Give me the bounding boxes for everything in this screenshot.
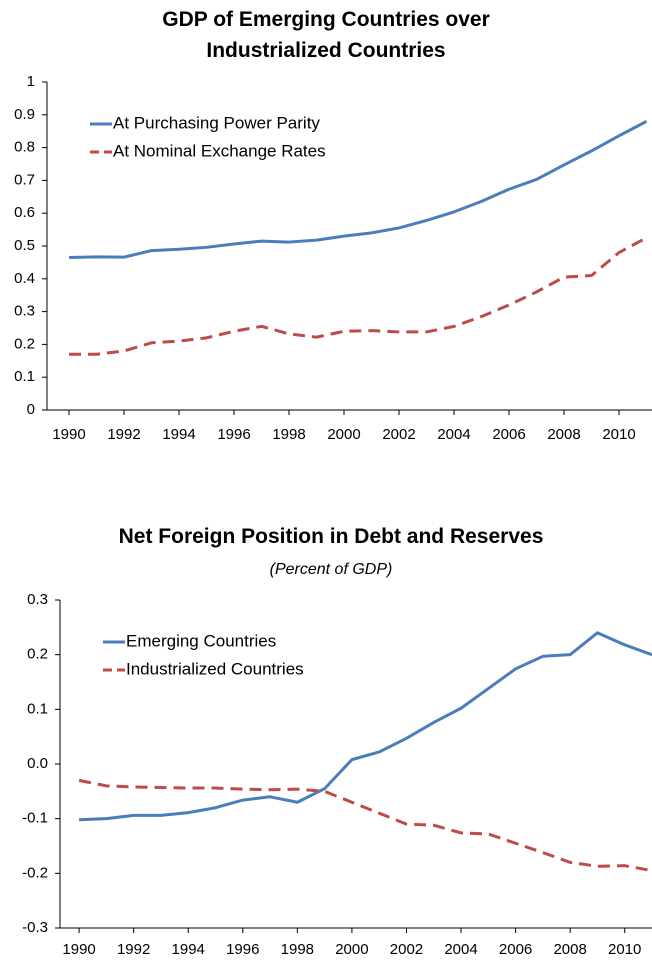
x-tick-label: 2000 — [335, 941, 368, 958]
x-tick-label: 1992 — [107, 426, 140, 443]
chart-title: Net Foreign Position in Debt and Reserve… — [118, 525, 544, 548]
x-tick-label: 2004 — [444, 941, 477, 958]
x-tick-label: 2000 — [327, 426, 360, 443]
chart-subtitle: (Percent of GDP) — [269, 561, 393, 578]
y-tick-label: 0.8 — [14, 139, 35, 156]
y-tick-label: 0.4 — [14, 270, 35, 287]
x-tick-label: 2008 — [547, 426, 580, 443]
y-tick-label: -0.2 — [22, 864, 48, 881]
y-tick-label: 0.3 — [27, 591, 48, 608]
chart-title-block: Net Foreign Position in Debt and Reserve… — [116, 521, 546, 585]
chart-title: GDP of Emerging Countries over Industria… — [162, 8, 490, 62]
x-tick-label: 2010 — [602, 426, 635, 443]
y-tick-label: -0.3 — [22, 919, 48, 936]
x-tick-label: 1994 — [162, 426, 195, 443]
x-tick-label: 2006 — [499, 941, 532, 958]
y-tick-label: -0.1 — [22, 810, 48, 827]
data-line — [69, 236, 648, 356]
y-tick-label: 0.5 — [14, 237, 35, 254]
x-tick-label: 1998 — [281, 941, 314, 958]
data-line — [68, 120, 648, 259]
x-tick-label: 2002 — [390, 941, 423, 958]
y-tick-label: 0 — [27, 401, 35, 418]
data-line — [78, 778, 652, 873]
x-tick-label: 1994 — [172, 941, 205, 958]
y-tick-label: 0.2 — [27, 646, 48, 663]
x-tick-label: 1992 — [117, 941, 150, 958]
x-tick-label: 1990 — [62, 941, 95, 958]
y-tick-label: 0.1 — [14, 368, 35, 385]
x-tick-label: 2004 — [437, 426, 470, 443]
data-line — [79, 631, 652, 822]
legend-label: Industrialized Countries — [126, 659, 304, 678]
y-tick-label: 0.6 — [14, 204, 35, 221]
x-tick-label: 2006 — [492, 426, 525, 443]
y-tick-label: 0.2 — [14, 335, 35, 352]
legend-label: Emerging Countries — [126, 631, 276, 650]
x-tick-label: 2010 — [608, 941, 641, 958]
y-tick-label: 0.3 — [14, 303, 35, 320]
y-tick-label: 0.7 — [14, 171, 35, 188]
x-tick-label: 2002 — [382, 426, 415, 443]
x-tick-label: 1996 — [226, 941, 259, 958]
y-tick-label: 0.9 — [14, 106, 35, 123]
y-tick-label: 1 — [27, 73, 35, 90]
y-tick-label: 0.0 — [27, 755, 48, 772]
y-tick-label: 0.1 — [27, 700, 48, 717]
x-tick-label: 2008 — [553, 941, 586, 958]
x-tick-label: 1996 — [217, 426, 250, 443]
legend-label: At Nominal Exchange Rates — [113, 141, 326, 160]
x-tick-label: 1998 — [272, 426, 305, 443]
x-tick-label: 1990 — [52, 426, 85, 443]
legend-label: At Purchasing Power Parity — [113, 113, 320, 132]
